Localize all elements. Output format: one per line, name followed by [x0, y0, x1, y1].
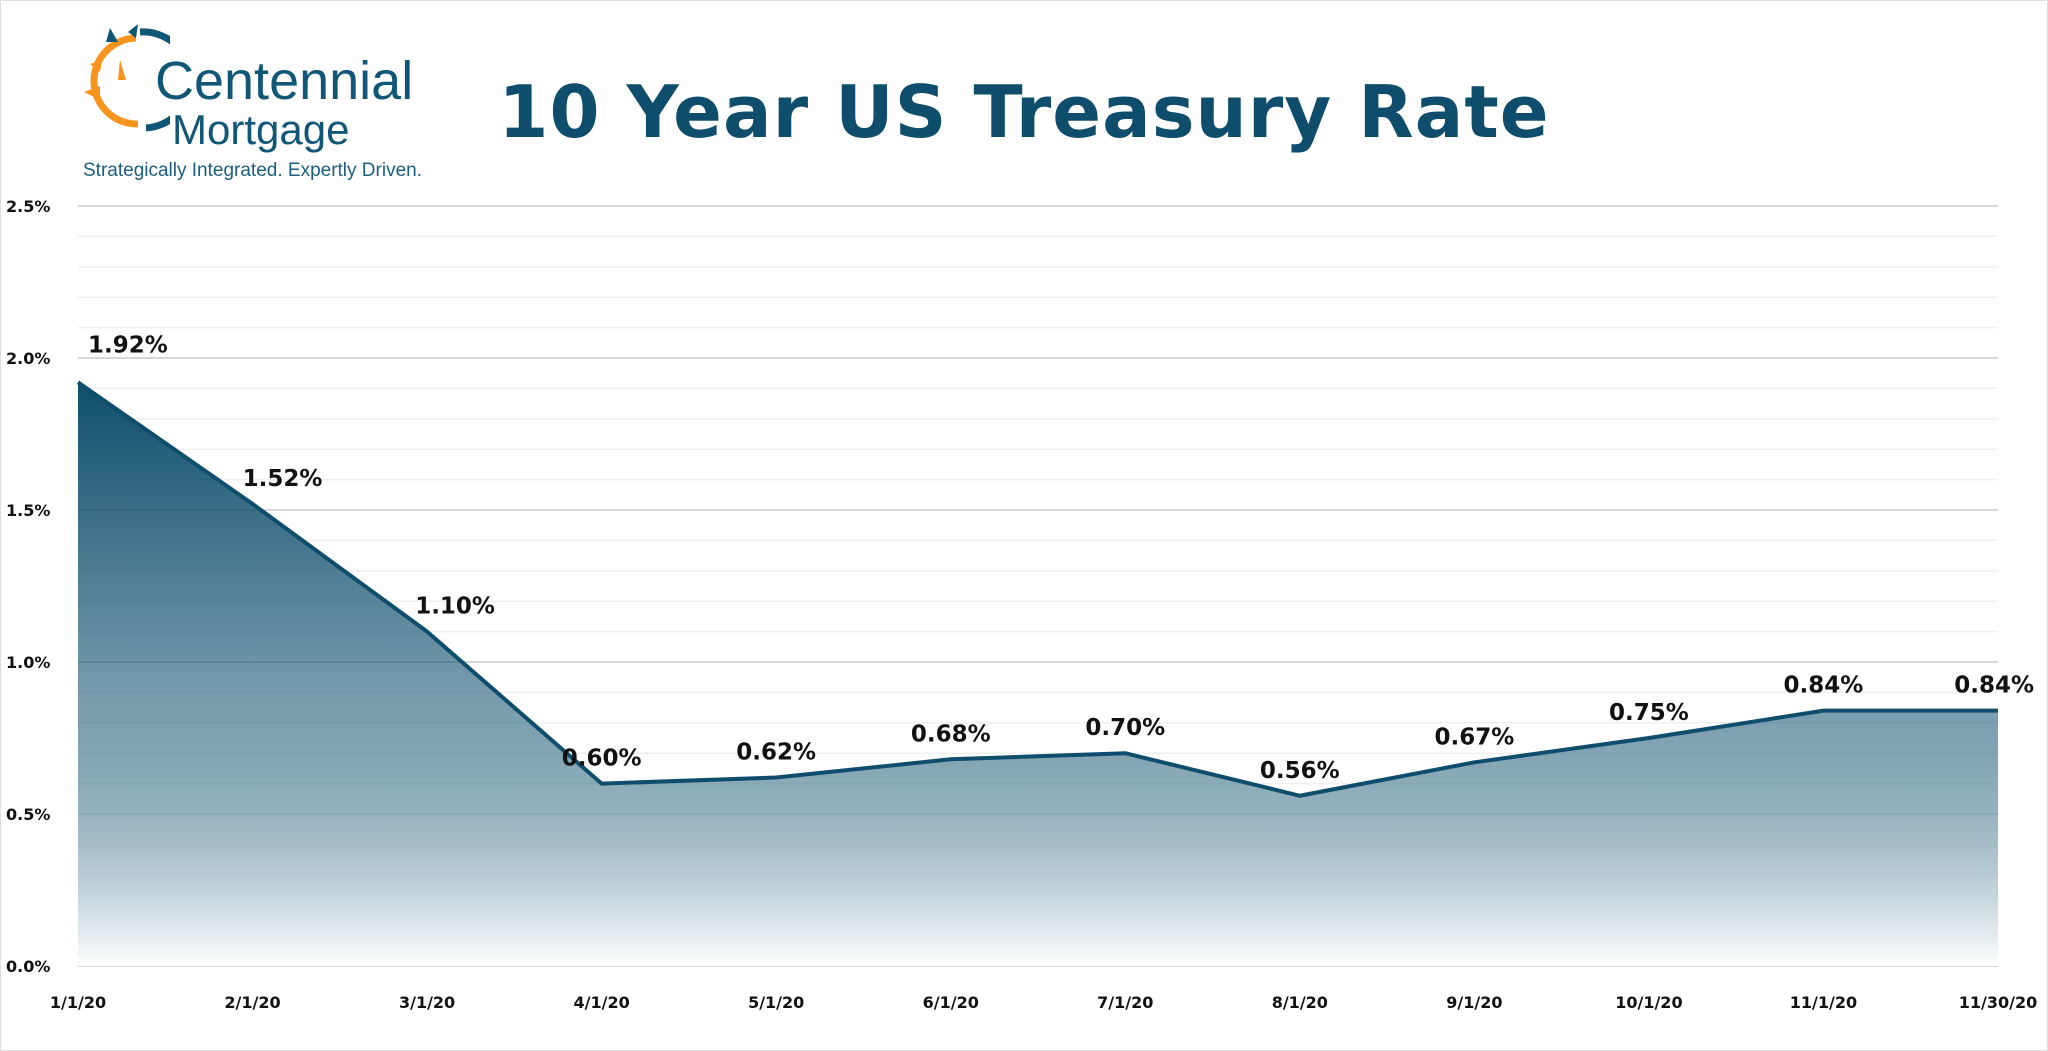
x-tick-label: 10/1/20 — [1615, 993, 1682, 1012]
x-tick-label: 4/1/20 — [574, 993, 630, 1012]
series-line — [76, 380, 1998, 798]
data-label: 0.62% — [736, 740, 816, 766]
x-tick-label: 11/1/20 — [1790, 993, 1857, 1012]
data-label: 0.70% — [1085, 715, 1165, 741]
compass-logo-icon — [84, 24, 170, 132]
data-label: 1.92% — [88, 332, 168, 358]
company-logo: Centennial Mortgage Strategically Integr… — [80, 20, 440, 190]
data-label: 0.84% — [1954, 673, 2034, 699]
x-tick-label: 2/1/20 — [224, 993, 280, 1012]
x-tick-label: 7/1/20 — [1097, 993, 1153, 1012]
logo-name-line1: Centennial — [155, 51, 414, 111]
x-tick-label: 1/1/20 — [50, 993, 106, 1012]
y-tick-label: 0.0% — [6, 957, 50, 976]
x-tick-label: 8/1/20 — [1272, 993, 1328, 1012]
data-label: 0.56% — [1260, 758, 1340, 784]
y-tick-label: 1.0% — [6, 653, 50, 672]
x-tick-label: 5/1/20 — [748, 993, 804, 1012]
data-label: 0.84% — [1784, 673, 1864, 699]
logo-name-line2: Mortgage — [172, 106, 350, 153]
data-label: 0.60% — [562, 746, 642, 772]
data-label: 1.10% — [415, 594, 495, 620]
x-tick-label: 6/1/20 — [923, 993, 979, 1012]
x-tick-label: 9/1/20 — [1446, 993, 1502, 1012]
x-tick-label: 11/30/20 — [1959, 993, 2037, 1012]
data-label: 0.75% — [1609, 700, 1689, 726]
data-label: 1.52% — [243, 466, 323, 492]
y-tick-label: 2.0% — [6, 349, 50, 368]
data-label: 0.68% — [911, 721, 991, 747]
chart-title: 10 Year US Treasury Rate — [498, 70, 1550, 154]
y-tick-label: 2.5% — [6, 197, 50, 216]
area-fill — [78, 382, 1998, 966]
data-label: 0.67% — [1434, 724, 1514, 750]
x-tick-label: 3/1/20 — [399, 993, 455, 1012]
logo-tagline: Strategically Integrated. Expertly Drive… — [83, 160, 422, 181]
y-tick-label: 0.5% — [6, 805, 50, 824]
y-tick-label: 1.5% — [6, 501, 50, 520]
